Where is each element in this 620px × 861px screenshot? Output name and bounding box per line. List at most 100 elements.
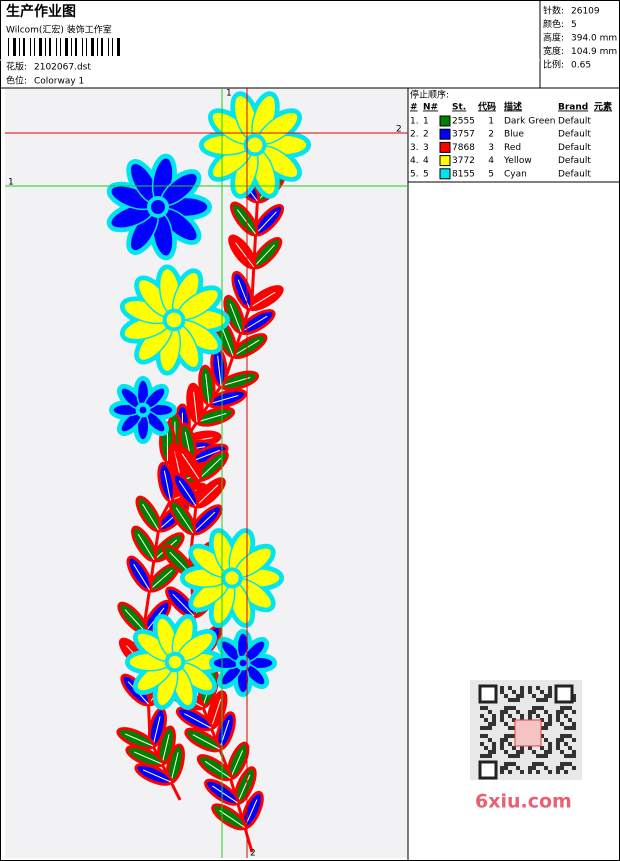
qr-cell <box>572 754 576 758</box>
qr-cell <box>508 770 512 774</box>
qr-cell <box>572 726 576 730</box>
qr-cell <box>528 710 532 714</box>
bar <box>56 38 57 56</box>
cell: 3772 <box>452 156 475 166</box>
qr-cell <box>500 766 504 770</box>
qr-cell <box>560 710 564 714</box>
qr-cell <box>548 722 552 726</box>
leaf-vein <box>198 457 222 480</box>
qr-cell <box>544 750 548 754</box>
cell: 4 <box>488 156 494 166</box>
guide-label: 1 <box>226 89 232 99</box>
leaf-vein <box>255 211 277 235</box>
qr-cell <box>484 754 488 758</box>
leaf-vein <box>152 716 161 747</box>
flower-center <box>164 651 186 673</box>
column-header: 元素 <box>594 101 612 113</box>
leaf-vein <box>192 734 220 750</box>
cell: Red <box>504 143 521 153</box>
stat-label: 比例: <box>543 59 564 71</box>
cell: 2 <box>488 130 494 140</box>
bar <box>60 38 61 56</box>
qr-cell <box>564 706 568 710</box>
flower-center <box>162 308 186 332</box>
column-header: 代码 <box>477 101 496 113</box>
qr-cell <box>556 770 560 774</box>
cell: Default <box>558 156 591 166</box>
stat-value: 104.9 mm <box>571 47 617 57</box>
qr-cell <box>480 754 484 758</box>
qr-cell <box>508 706 512 710</box>
flower-center <box>235 655 251 671</box>
qr-cell <box>512 690 516 694</box>
qr-cell <box>564 762 568 766</box>
qr-cell <box>516 698 520 702</box>
design-file: 2102067.dst <box>34 63 91 73</box>
cell: 7868 <box>452 143 475 153</box>
qr-cell <box>548 694 552 698</box>
leaf-vein <box>236 209 256 235</box>
bar <box>49 38 51 56</box>
leaf-vein <box>184 713 212 729</box>
qr-cell <box>504 710 508 714</box>
qr-finder <box>554 684 574 704</box>
qr-cell <box>500 710 504 714</box>
cell: 1. <box>410 117 419 127</box>
leaf-vein <box>163 470 171 501</box>
qr-cell <box>564 770 568 774</box>
leaf-vein <box>219 810 246 828</box>
qr-cell <box>544 722 548 726</box>
qr-cell <box>572 766 576 770</box>
color-swatch <box>439 128 451 140</box>
qr-cell <box>540 746 544 750</box>
leaf-vein <box>232 339 260 357</box>
qr-cell <box>540 734 544 738</box>
qr-cell <box>556 742 560 746</box>
qr-cell <box>556 718 560 722</box>
qr-cell <box>560 738 564 742</box>
qr-cell <box>516 754 520 758</box>
barcode <box>8 38 120 56</box>
leaf-vein <box>133 563 150 591</box>
qr-cell <box>512 754 516 758</box>
qr-cell <box>484 734 488 738</box>
leaf-vein <box>219 719 230 750</box>
qr-cell <box>556 746 560 750</box>
cell: 1 <box>488 117 494 127</box>
qr-cell <box>516 710 520 714</box>
qr-cell <box>528 690 532 694</box>
qr-cell <box>480 742 484 746</box>
bar <box>34 38 35 56</box>
qr-cell <box>544 754 548 758</box>
qr-cell <box>520 694 524 698</box>
qr-logo <box>514 719 542 747</box>
color-swatch <box>439 168 451 180</box>
qr-cell <box>500 738 504 742</box>
stat-value: 394.0 mm <box>571 34 617 44</box>
qr-cell <box>492 746 496 750</box>
qr-cell <box>556 738 560 742</box>
qr-cell <box>504 694 508 698</box>
qr-cell <box>564 714 568 718</box>
qr-cell <box>528 746 532 750</box>
column-header: Brand <box>558 103 588 113</box>
cell: 3 <box>488 143 494 153</box>
bar <box>75 38 77 56</box>
qr-cell <box>560 750 564 754</box>
bar <box>39 38 42 56</box>
qr-cell <box>528 770 532 774</box>
qr-cell <box>568 718 572 722</box>
leaf-vein <box>133 751 163 765</box>
qr-cell <box>532 710 536 714</box>
qr-cell <box>508 686 512 690</box>
stop-title: 停止顺序: <box>410 89 449 101</box>
qr-cell <box>532 706 536 710</box>
stat-label: 高度: <box>543 32 564 44</box>
qr-cell <box>520 770 524 774</box>
leaf-vein <box>172 593 195 617</box>
qr-cell <box>556 710 560 714</box>
qr-cell <box>480 734 484 738</box>
qr-cell <box>516 750 520 754</box>
bar <box>101 38 103 56</box>
stat-value: 0.65 <box>571 61 591 71</box>
